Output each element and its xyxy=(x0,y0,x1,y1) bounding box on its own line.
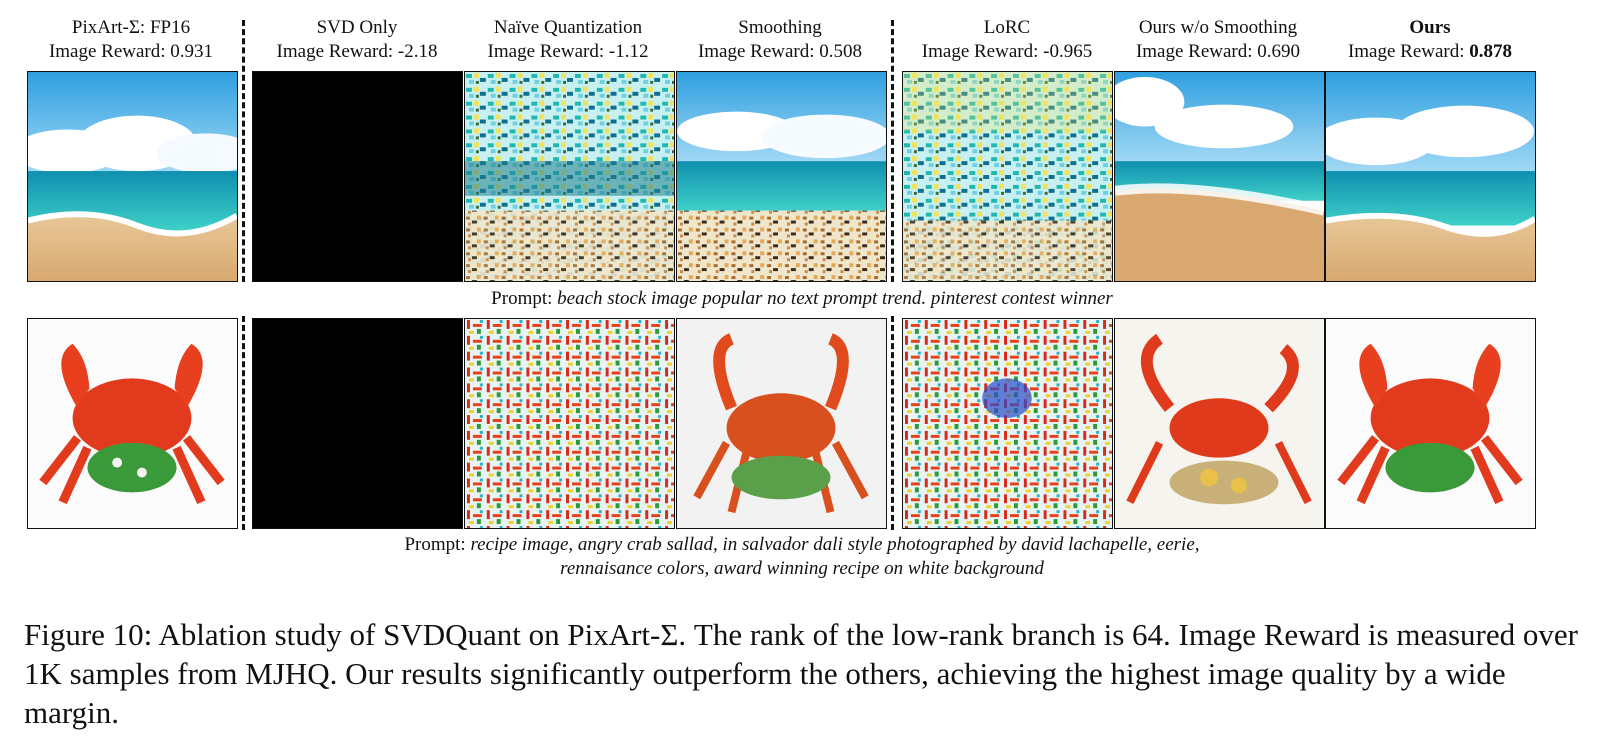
image-crab-fp16 xyxy=(27,318,238,529)
image-crab-lorc xyxy=(902,318,1113,529)
image-beach-ours xyxy=(1325,71,1536,282)
reward-value: -2.18 xyxy=(397,41,438,62)
column-header-svd-only: SVD Only Image Reward: -2.18 xyxy=(250,16,464,64)
prompt-line-1: Prompt: recipe image, angry crab sallad,… xyxy=(0,533,1604,557)
reward-label: Image Reward: xyxy=(697,41,815,62)
reward-label: Image Reward: xyxy=(1135,41,1253,62)
prompt-label: Prompt: xyxy=(491,288,553,309)
column-reward: Image Reward: 0.931 xyxy=(24,40,238,64)
column-header-smoothing: Smoothing Image Reward: 0.508 xyxy=(673,16,887,64)
image-beach-fp16 xyxy=(27,71,238,282)
column-name: SVD Only xyxy=(316,17,398,38)
prompt-text: beach stock image popular no text prompt… xyxy=(557,288,1113,309)
image-beach-lorc xyxy=(902,71,1113,282)
image-crab-smoothing xyxy=(676,318,887,529)
separator-dashed-left-bottom xyxy=(242,316,245,530)
column-header-lorc: LoRC Image Reward: -0.965 xyxy=(900,16,1114,64)
separator-dashed-left-top xyxy=(242,20,245,282)
column-name: Ours w/o Smoothing xyxy=(1138,17,1298,38)
column-reward: Image Reward: 0.690 xyxy=(1111,40,1325,64)
reward-label: Image Reward: xyxy=(276,41,394,62)
column-name: LoRC xyxy=(983,17,1031,38)
figure-caption: Figure 10: Ablation study of SVDQuant on… xyxy=(24,617,1578,730)
reward-value: 0.508 xyxy=(819,41,863,62)
column-header-fp16: PixArt-Σ: FP16 Image Reward: 0.931 xyxy=(24,16,238,64)
reward-value: -1.12 xyxy=(608,41,649,62)
column-reward: Image Reward: -1.12 xyxy=(461,40,675,64)
reward-label: Image Reward: xyxy=(487,41,605,62)
prompt-label: Prompt: xyxy=(404,534,466,555)
prompt-text-1: recipe image, angry crab sallad, in salv… xyxy=(470,534,1200,555)
image-beach-ours-wo-smoothing xyxy=(1114,71,1325,282)
column-header-ours: Ours Image Reward: 0.878 xyxy=(1323,16,1537,64)
reward-label: Image Reward: xyxy=(921,41,1039,62)
reward-value: -0.965 xyxy=(1043,41,1093,62)
image-crab-ours-wo-smoothing xyxy=(1114,318,1325,529)
column-header-ours-wo-smoothing: Ours w/o Smoothing Image Reward: 0.690 xyxy=(1111,16,1325,64)
image-crab-naive-quantization xyxy=(464,318,675,529)
column-name: Smoothing xyxy=(738,17,822,38)
column-reward: Image Reward: 0.508 xyxy=(673,40,887,64)
separator-dashed-right-bottom xyxy=(891,316,894,530)
prompt-beach: Prompt: beach stock image popular no tex… xyxy=(0,287,1604,311)
column-header-naive-quantization: Naïve Quantization Image Reward: -1.12 xyxy=(461,16,675,64)
column-name: Ours xyxy=(1409,17,1451,38)
column-reward: Image Reward: -2.18 xyxy=(250,40,464,64)
column-name: Naïve Quantization xyxy=(493,17,643,38)
prompt-line-2: rennaisance colors, award winning recipe… xyxy=(0,557,1604,581)
image-crab-svd-only xyxy=(252,318,463,529)
image-beach-svd-only xyxy=(252,71,463,282)
column-name: PixArt-Σ: FP16 xyxy=(71,17,191,38)
prompt-text-2: rennaisance colors, award winning recipe… xyxy=(560,558,1044,579)
image-beach-naive-quantization xyxy=(464,71,675,282)
reward-label: Image Reward: xyxy=(1347,41,1465,62)
prompt-crab: Prompt: recipe image, angry crab sallad,… xyxy=(0,533,1604,581)
reward-value: 0.690 xyxy=(1257,41,1301,62)
separator-dashed-right-top xyxy=(891,20,894,282)
image-beach-smoothing xyxy=(676,71,887,282)
reward-label: Image Reward: xyxy=(48,41,166,62)
column-reward: Image Reward: 0.878 xyxy=(1323,40,1537,64)
reward-value: 0.931 xyxy=(170,41,214,62)
column-reward: Image Reward: -0.965 xyxy=(900,40,1114,64)
reward-value: 0.878 xyxy=(1469,41,1513,62)
image-crab-ours xyxy=(1325,318,1536,529)
